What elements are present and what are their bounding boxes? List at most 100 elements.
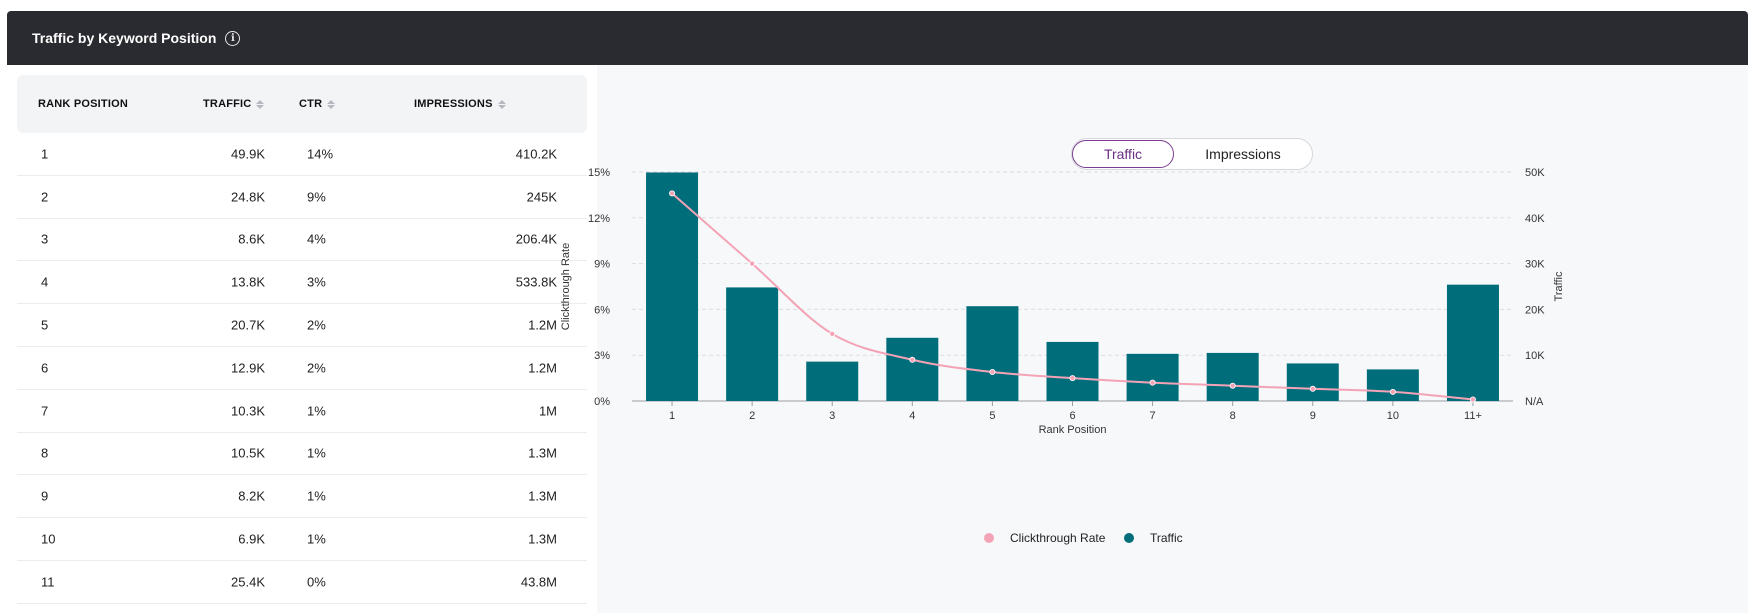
legend-label-traffic: Traffic: [1150, 531, 1183, 545]
y2-tick-label: 40K: [1525, 213, 1545, 225]
cell-impressions: 245K: [526, 189, 557, 205]
cell-traffic: 12.9K: [231, 360, 265, 376]
x-tick-label: 6: [1069, 410, 1075, 422]
bar-traffic: [966, 306, 1019, 401]
cell-traffic: 24.8K: [231, 189, 265, 205]
x-tick-label: 7: [1150, 410, 1156, 422]
y-axis-title: Clickthrough Rate: [560, 243, 572, 330]
cell-rank: 4: [41, 274, 49, 290]
traffic-by-position-panel: Traffic by Keyword Position i RANK POSIT…: [7, 11, 1748, 613]
cell-ctr: 0%: [307, 574, 326, 590]
table-row: 2 24.8K 9% 245K: [17, 176, 587, 219]
y-tick-label: 15%: [588, 167, 610, 179]
cell-traffic: 49.9K: [231, 146, 265, 162]
rank-table: RANK POSITION TRAFFIC CTR IMPRESSIONS 1 4…: [17, 75, 587, 604]
cell-impressions: 1.3M: [528, 531, 557, 547]
bar-traffic: [886, 337, 939, 401]
cell-ctr: 9%: [307, 189, 326, 205]
col-traffic[interactable]: TRAFFIC: [203, 98, 265, 110]
cell-traffic: 8.6K: [238, 231, 265, 247]
sort-icon[interactable]: [497, 99, 506, 109]
cell-ctr: 4%: [307, 231, 326, 247]
ctr-point: [669, 190, 676, 197]
info-icon[interactable]: i: [225, 30, 241, 46]
cell-impressions: 410.2K: [515, 146, 557, 162]
legend-dot-traffic: [1124, 533, 1134, 543]
cell-rank: 11: [41, 574, 55, 590]
table-body: 1 49.9K 14% 410.2K 2 24.8K 9% 245K 3 8.6K 4% 206.4K…: [17, 133, 587, 604]
y-tick-label: 3%: [594, 350, 610, 362]
cell-rank: 2: [41, 189, 49, 205]
cell-rank: 3: [41, 231, 49, 247]
table-row: 1 49.9K 14% 410.2K: [17, 133, 587, 176]
toggle-traffic[interactable]: Traffic: [1072, 140, 1174, 168]
cell-ctr: 2%: [307, 360, 326, 376]
col-label: TRAFFIC: [203, 98, 252, 110]
legend-item-traffic[interactable]: Traffic: [1124, 531, 1183, 545]
y2-tick-label: N/A: [1525, 396, 1544, 408]
x-tick-label: 10: [1387, 410, 1399, 422]
panel-title: Traffic by Keyword Position: [32, 30, 217, 46]
sort-icon[interactable]: [327, 99, 336, 109]
bar-traffic: [806, 361, 859, 401]
cell-rank: 9: [41, 488, 49, 504]
table-row: 4 13.8K 3% 533.8K: [17, 261, 587, 305]
legend-item-ctr[interactable]: Clickthrough Rate: [984, 531, 1105, 545]
col-label: RANK POSITION: [38, 98, 128, 110]
cell-impressions: 533.8K: [515, 274, 557, 290]
table-header: RANK POSITION TRAFFIC CTR IMPRESSIONS: [17, 75, 587, 133]
x-tick-label: 9: [1310, 410, 1316, 422]
bar-traffic: [646, 172, 699, 401]
x-tick-label: 2: [749, 410, 755, 422]
y-tick-label: 6%: [594, 304, 610, 316]
cell-ctr: 1%: [307, 488, 326, 504]
bar-traffic: [1206, 352, 1259, 401]
y2-tick-label: 10K: [1525, 350, 1545, 362]
y-tick-label: 0%: [594, 396, 610, 408]
y-tick-label: 12%: [588, 213, 610, 225]
metric-toggle[interactable]: Traffic Impressions: [1071, 138, 1313, 170]
x-tick-label: 5: [989, 410, 995, 422]
col-ctr[interactable]: CTR: [299, 98, 336, 110]
cell-impressions: 1.2M: [528, 360, 557, 376]
bar-traffic: [1446, 284, 1499, 401]
cell-impressions: 1.3M: [528, 445, 557, 461]
col-impressions[interactable]: IMPRESSIONS: [414, 98, 506, 110]
x-tick-label: 8: [1230, 410, 1236, 422]
cell-impressions: 1.2M: [528, 317, 557, 333]
cell-rank: 1: [41, 146, 49, 162]
cell-traffic: 20.7K: [231, 317, 265, 333]
table-row: 11 25.4K 0% 43.8M: [17, 561, 587, 604]
ctr-point: [1309, 385, 1316, 392]
col-label: CTR: [299, 98, 323, 110]
cell-traffic: 8.2K: [238, 488, 265, 504]
bar-traffic: [726, 287, 779, 401]
cell-rank: 8: [41, 445, 49, 461]
table-row: 10 6.9K 1% 1.3M: [17, 518, 587, 561]
x-tick-label: 4: [909, 410, 915, 422]
cell-impressions: 1M: [538, 403, 557, 419]
cell-traffic: 13.8K: [231, 274, 265, 290]
bar-traffic: [1286, 363, 1339, 401]
col-rank-position: RANK POSITION: [38, 98, 128, 110]
table-row: 5 20.7K 2% 1.2M: [17, 304, 587, 347]
y2-tick-label: 20K: [1525, 304, 1545, 316]
ctr-point: [749, 260, 756, 267]
sort-icon[interactable]: [256, 99, 265, 109]
y2-tick-label: 50K: [1525, 167, 1545, 179]
ctr-point: [1069, 375, 1076, 382]
bar-traffic: [1046, 341, 1099, 401]
rank-position-chart: 0% N/A 3% 10K 6% 20K 9% 30K 12% 40K 15% 50K 1 2 3 4 5 6 7 8…: [560, 167, 1565, 436]
table-row: 9 8.2K 1% 1.3M: [17, 475, 587, 519]
cell-traffic: 10.3K: [231, 403, 265, 419]
cell-traffic: 10.5K: [231, 445, 265, 461]
x-tick-label: 1: [669, 410, 675, 422]
table-row: 7 10.3K 1% 1M: [17, 390, 587, 433]
ctr-point: [1469, 396, 1476, 403]
cell-impressions: 1.3M: [528, 488, 557, 504]
cell-ctr: 1%: [307, 403, 326, 419]
ctr-point: [829, 330, 836, 337]
ctr-point: [1229, 382, 1236, 389]
toggle-impressions[interactable]: Impressions: [1205, 146, 1281, 162]
ctr-point: [1389, 388, 1396, 395]
